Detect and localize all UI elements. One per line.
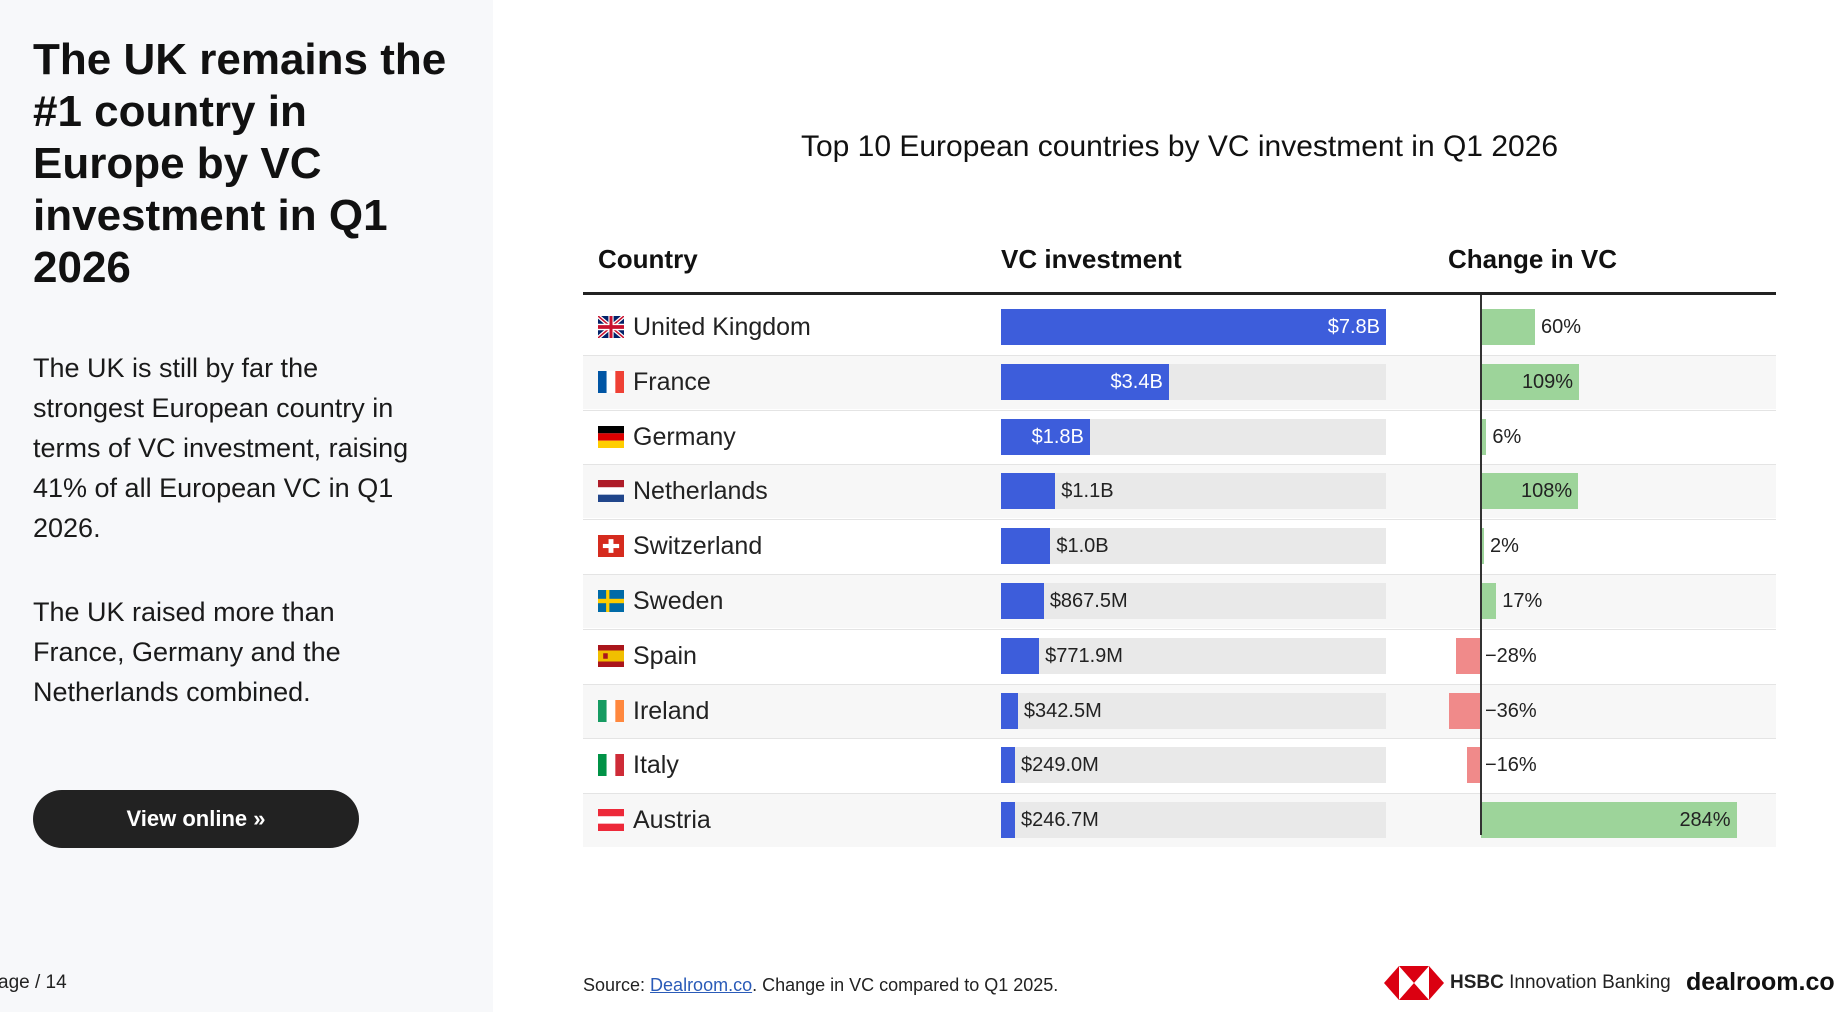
bar-track bbox=[1001, 747, 1386, 784]
investment-bar bbox=[1001, 418, 1090, 455]
change-bar bbox=[1481, 363, 1580, 400]
investment-label: $7.8B bbox=[1327, 316, 1380, 338]
change-bar bbox=[1481, 528, 1484, 565]
flag-ch-icon bbox=[598, 535, 624, 558]
change-label: −36% bbox=[1485, 699, 1537, 722]
row-divider bbox=[583, 738, 1776, 740]
row-divider bbox=[583, 628, 1776, 630]
page-title: The UK remains the #1 country in Europe … bbox=[33, 35, 447, 292]
change-zero-axis bbox=[1480, 295, 1482, 835]
row-divider bbox=[583, 354, 1776, 356]
change-label: 17% bbox=[1502, 590, 1543, 612]
investment-label: $1.8B bbox=[1031, 425, 1084, 448]
summary-paragraph-2: The UK raised more than France, Germany … bbox=[33, 597, 341, 707]
country-name: France bbox=[633, 367, 711, 396]
column-header-change-in-vc: Change in VC bbox=[1448, 244, 1618, 274]
change-label: 284% bbox=[1679, 809, 1731, 832]
change-label: 60% bbox=[1541, 316, 1582, 338]
hsbc-hexagon-icon bbox=[1384, 966, 1444, 1000]
change-bar bbox=[1481, 473, 1579, 510]
source-suffix: . Change in VC compared to Q1 2025. bbox=[752, 975, 1059, 995]
country-name: Switzerland bbox=[633, 532, 763, 561]
investment-label: $867.5M bbox=[1049, 590, 1128, 612]
flag-ie-icon bbox=[598, 699, 624, 722]
bar-track bbox=[1001, 802, 1386, 839]
investment-label: $1.0B bbox=[1056, 535, 1109, 558]
investment-bar bbox=[1001, 637, 1040, 674]
dealroom-source-link[interactable]: Dealroom.co bbox=[650, 975, 753, 995]
row-divider bbox=[583, 793, 1776, 795]
investment-label: $3.4B bbox=[1110, 370, 1163, 393]
bar-track bbox=[1001, 692, 1386, 729]
investment-bar bbox=[1001, 309, 1386, 345]
row-divider bbox=[583, 464, 1776, 466]
flag-es-icon bbox=[598, 644, 624, 667]
row-divider bbox=[583, 409, 1776, 411]
row-divider bbox=[583, 519, 1776, 521]
change-label: 6% bbox=[1492, 425, 1522, 448]
flag-gb-icon bbox=[598, 316, 624, 338]
source-note: Source: Dealroom.co. Change in VC compar… bbox=[583, 975, 1058, 996]
investment-label: $249.0M bbox=[1021, 754, 1099, 777]
flag-it-icon bbox=[598, 754, 624, 777]
hsbc-wordmark: HSBC Innovation Banking bbox=[1450, 972, 1671, 994]
chart-title: Top 10 European countries by VC investme… bbox=[800, 130, 1559, 163]
investment-label: $246.7M bbox=[1021, 809, 1099, 832]
country-name: Austria bbox=[633, 806, 711, 835]
country-name: Italy bbox=[633, 751, 679, 780]
change-label: −28% bbox=[1485, 644, 1537, 667]
change-bar bbox=[1481, 418, 1487, 455]
bar-track bbox=[1001, 528, 1386, 565]
change-label: 109% bbox=[1521, 370, 1574, 393]
change-bar bbox=[1466, 747, 1481, 784]
change-bar bbox=[1481, 309, 1535, 345]
flag-nl-icon bbox=[598, 480, 624, 503]
hsbc-suffix: Innovation Banking bbox=[1503, 972, 1671, 993]
change-label: 108% bbox=[1521, 480, 1573, 503]
flag-de-icon bbox=[598, 425, 624, 448]
investment-label: $342.5M bbox=[1023, 699, 1102, 722]
row-divider bbox=[583, 574, 1776, 575]
investment-label: $771.9M bbox=[1045, 644, 1123, 667]
row-divider bbox=[583, 683, 1776, 685]
investment-bar bbox=[1001, 583, 1044, 619]
investment-bar bbox=[1001, 802, 1015, 839]
change-bar bbox=[1455, 637, 1481, 674]
page-indicator: age / 14 bbox=[0, 972, 67, 993]
country-name: United Kingdom bbox=[633, 313, 811, 341]
investment-bar bbox=[1001, 473, 1056, 510]
flag-at-icon bbox=[598, 809, 624, 832]
country-name: Netherlands bbox=[633, 477, 768, 506]
change-bar bbox=[1448, 692, 1481, 729]
change-bar bbox=[1481, 583, 1497, 619]
country-name: Spain bbox=[633, 641, 697, 670]
bar-track bbox=[1001, 473, 1386, 510]
hsbc-brand: HSBC bbox=[1450, 972, 1504, 993]
summary-paragraph-1: The UK is still by far the strongest Eur… bbox=[33, 353, 409, 543]
sidebar-panel: The UK remains the #1 country in Europe … bbox=[0, 0, 493, 1012]
investment-bar bbox=[1001, 528, 1051, 565]
investment-bar bbox=[1001, 692, 1018, 729]
investment-bar bbox=[1001, 747, 1015, 784]
hsbc-logo: HSBC Innovation Banking bbox=[1384, 966, 1671, 1000]
header-rule bbox=[583, 292, 1776, 295]
flag-fr-icon bbox=[598, 370, 624, 393]
flag-se-icon bbox=[598, 590, 624, 612]
country-name: Sweden bbox=[633, 587, 724, 615]
bar-track bbox=[1001, 583, 1386, 619]
change-label: 2% bbox=[1490, 535, 1519, 558]
investment-label: $1.1B bbox=[1061, 480, 1114, 503]
column-header-vc-investment: VC investment bbox=[1001, 244, 1182, 274]
bar-track bbox=[1001, 637, 1386, 674]
country-name: Germany bbox=[633, 422, 736, 451]
column-header-country: Country bbox=[598, 244, 698, 274]
change-bar bbox=[1481, 802, 1737, 839]
source-prefix: Source: bbox=[583, 975, 651, 995]
dealroom-logo: dealroom.co bbox=[1686, 968, 1835, 996]
country-name: Ireland bbox=[633, 696, 710, 725]
investment-bar bbox=[1001, 363, 1169, 400]
view-online-button[interactable]: View online » bbox=[33, 790, 359, 848]
change-label: −16% bbox=[1485, 754, 1537, 777]
